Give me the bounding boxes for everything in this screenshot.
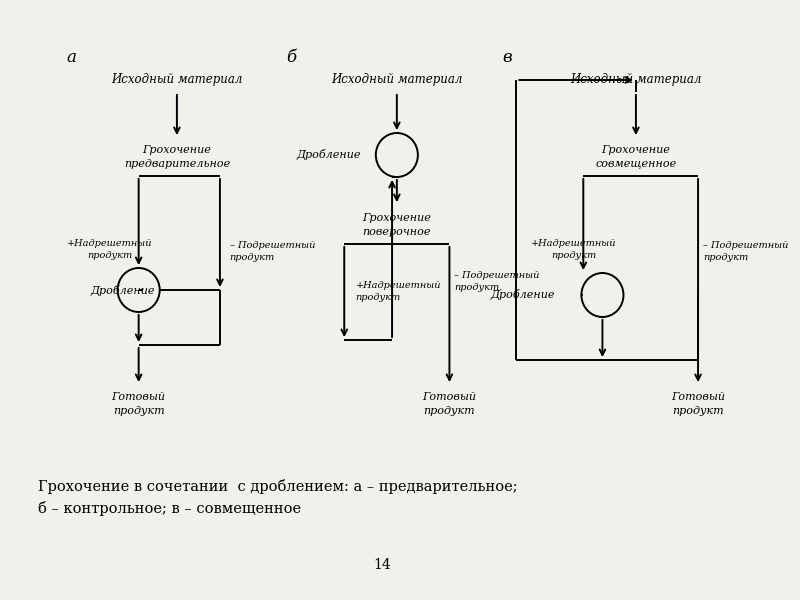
Text: Грохочение в сочетании  с дроблением: а – предварительное;: Грохочение в сочетании с дроблением: а –… [38, 479, 518, 494]
Text: а: а [66, 49, 77, 67]
Text: 14: 14 [374, 558, 391, 572]
Text: в: в [502, 49, 512, 67]
Text: продукт: продукт [551, 251, 596, 260]
Text: Исходный материал: Исходный материал [111, 73, 242, 86]
Text: Исходный материал: Исходный материал [570, 73, 702, 86]
Text: +Надрешетный: +Надрешетный [67, 238, 153, 247]
Text: +Надрешетный: +Надрешетный [356, 280, 442, 289]
Text: предварительное: предварительное [124, 159, 230, 169]
Text: совмещенное: совмещенное [595, 159, 677, 169]
Text: продукт.: продукт. [454, 283, 502, 292]
Text: б – контрольное; в – совмещенное: б – контрольное; в – совмещенное [38, 500, 302, 515]
Text: поверочное: поверочное [362, 227, 431, 237]
Text: продукт: продукт [87, 251, 133, 260]
Text: – Подрешетный: – Подрешетный [230, 241, 315, 250]
Text: Готовый: Готовый [422, 392, 477, 402]
Text: +Надрешетный: +Надрешетный [531, 238, 617, 247]
Text: Грохочение: Грохочение [602, 145, 670, 155]
Text: Грохочение: Грохочение [362, 213, 431, 223]
Text: – Подрешетный: – Подрешетный [454, 271, 539, 280]
Text: Готовый: Готовый [112, 392, 166, 402]
Text: продукт: продукт [113, 406, 165, 416]
Text: Дробление: Дробление [296, 149, 361, 160]
Text: Дробление: Дробление [91, 284, 155, 295]
Text: б: б [286, 49, 297, 67]
Text: Дробление: Дробление [490, 289, 554, 301]
Text: Готовый: Готовый [671, 392, 725, 402]
Text: Грохочение: Грохочение [142, 145, 211, 155]
Text: продукт: продукт [356, 293, 401, 302]
Text: – Подрешетный: – Подрешетный [703, 241, 788, 250]
Text: Исходный материал: Исходный материал [331, 73, 462, 86]
Text: продукт: продукт [230, 253, 274, 263]
Text: продукт: продукт [424, 406, 475, 416]
Text: продукт: продукт [703, 253, 748, 263]
Text: продукт: продукт [672, 406, 724, 416]
